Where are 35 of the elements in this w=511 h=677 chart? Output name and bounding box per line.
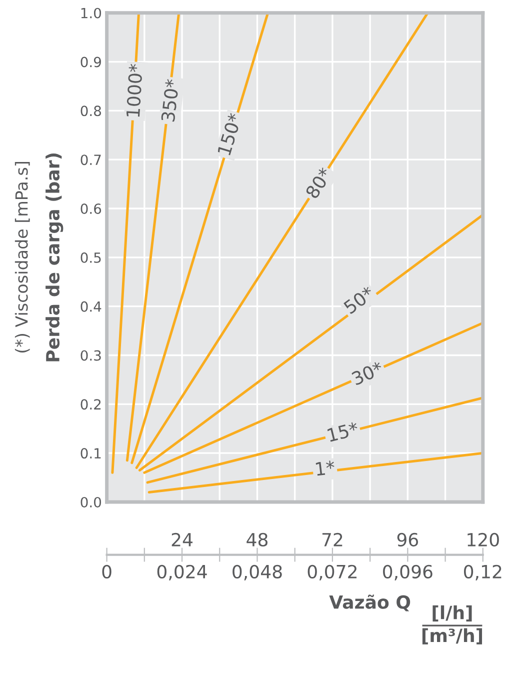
annotation: 1000* [126, 64, 143, 117]
x2-tick-label: 0,072 [308, 564, 356, 580]
y-tick-label: 0.3 [80, 350, 101, 361]
annotation: 30* [351, 360, 384, 386]
x-tick-label: 96 [397, 532, 418, 547]
y-tick-label: 0.4 [80, 301, 102, 312]
y-tick-label: 0.5 [80, 252, 101, 263]
x2-tick-label: 0,048 [232, 564, 282, 580]
x-tick-label: 120 [468, 532, 499, 547]
annotation: 150* [217, 112, 242, 156]
x2-tick-label: 0,12 [464, 564, 502, 580]
y-tick-label: 0.8 [80, 106, 101, 116]
y-tick-label: 0.1 [80, 448, 101, 459]
x2-tick-label: 0,024 [157, 564, 207, 580]
x-tick-label: 72 [322, 532, 342, 546]
y-tick-label: 0.2 [80, 399, 101, 410]
y-tick-label: 0.7 [80, 154, 101, 166]
annotation: 350* [160, 78, 180, 122]
text: (*) Viscosidade [mPa.s] [14, 162, 30, 352]
annotation: 80* [304, 166, 333, 200]
x2-tick-label: 0,096 [383, 564, 432, 580]
x-axis-title: Vazão Q [329, 594, 410, 612]
text: [l/h] [432, 605, 472, 622]
y-tick-label: 0.0 [80, 496, 102, 508]
y-tick-label: 0.6 [80, 203, 102, 214]
y-axis-title: Perda de carga (bar) [46, 154, 64, 362]
y-tick-label: 0.9 [80, 56, 101, 68]
x2-tick-label: 0 [102, 564, 112, 578]
text: [m³/h] [422, 628, 482, 644]
annotation: 15* [327, 422, 360, 442]
x-tick-label: 48 [246, 532, 268, 547]
y-tick-label: 1.0 [81, 8, 102, 18]
annotation: 1* [316, 460, 336, 476]
annotation: 50* [342, 285, 376, 314]
x-tick-label: 24 [172, 532, 192, 546]
